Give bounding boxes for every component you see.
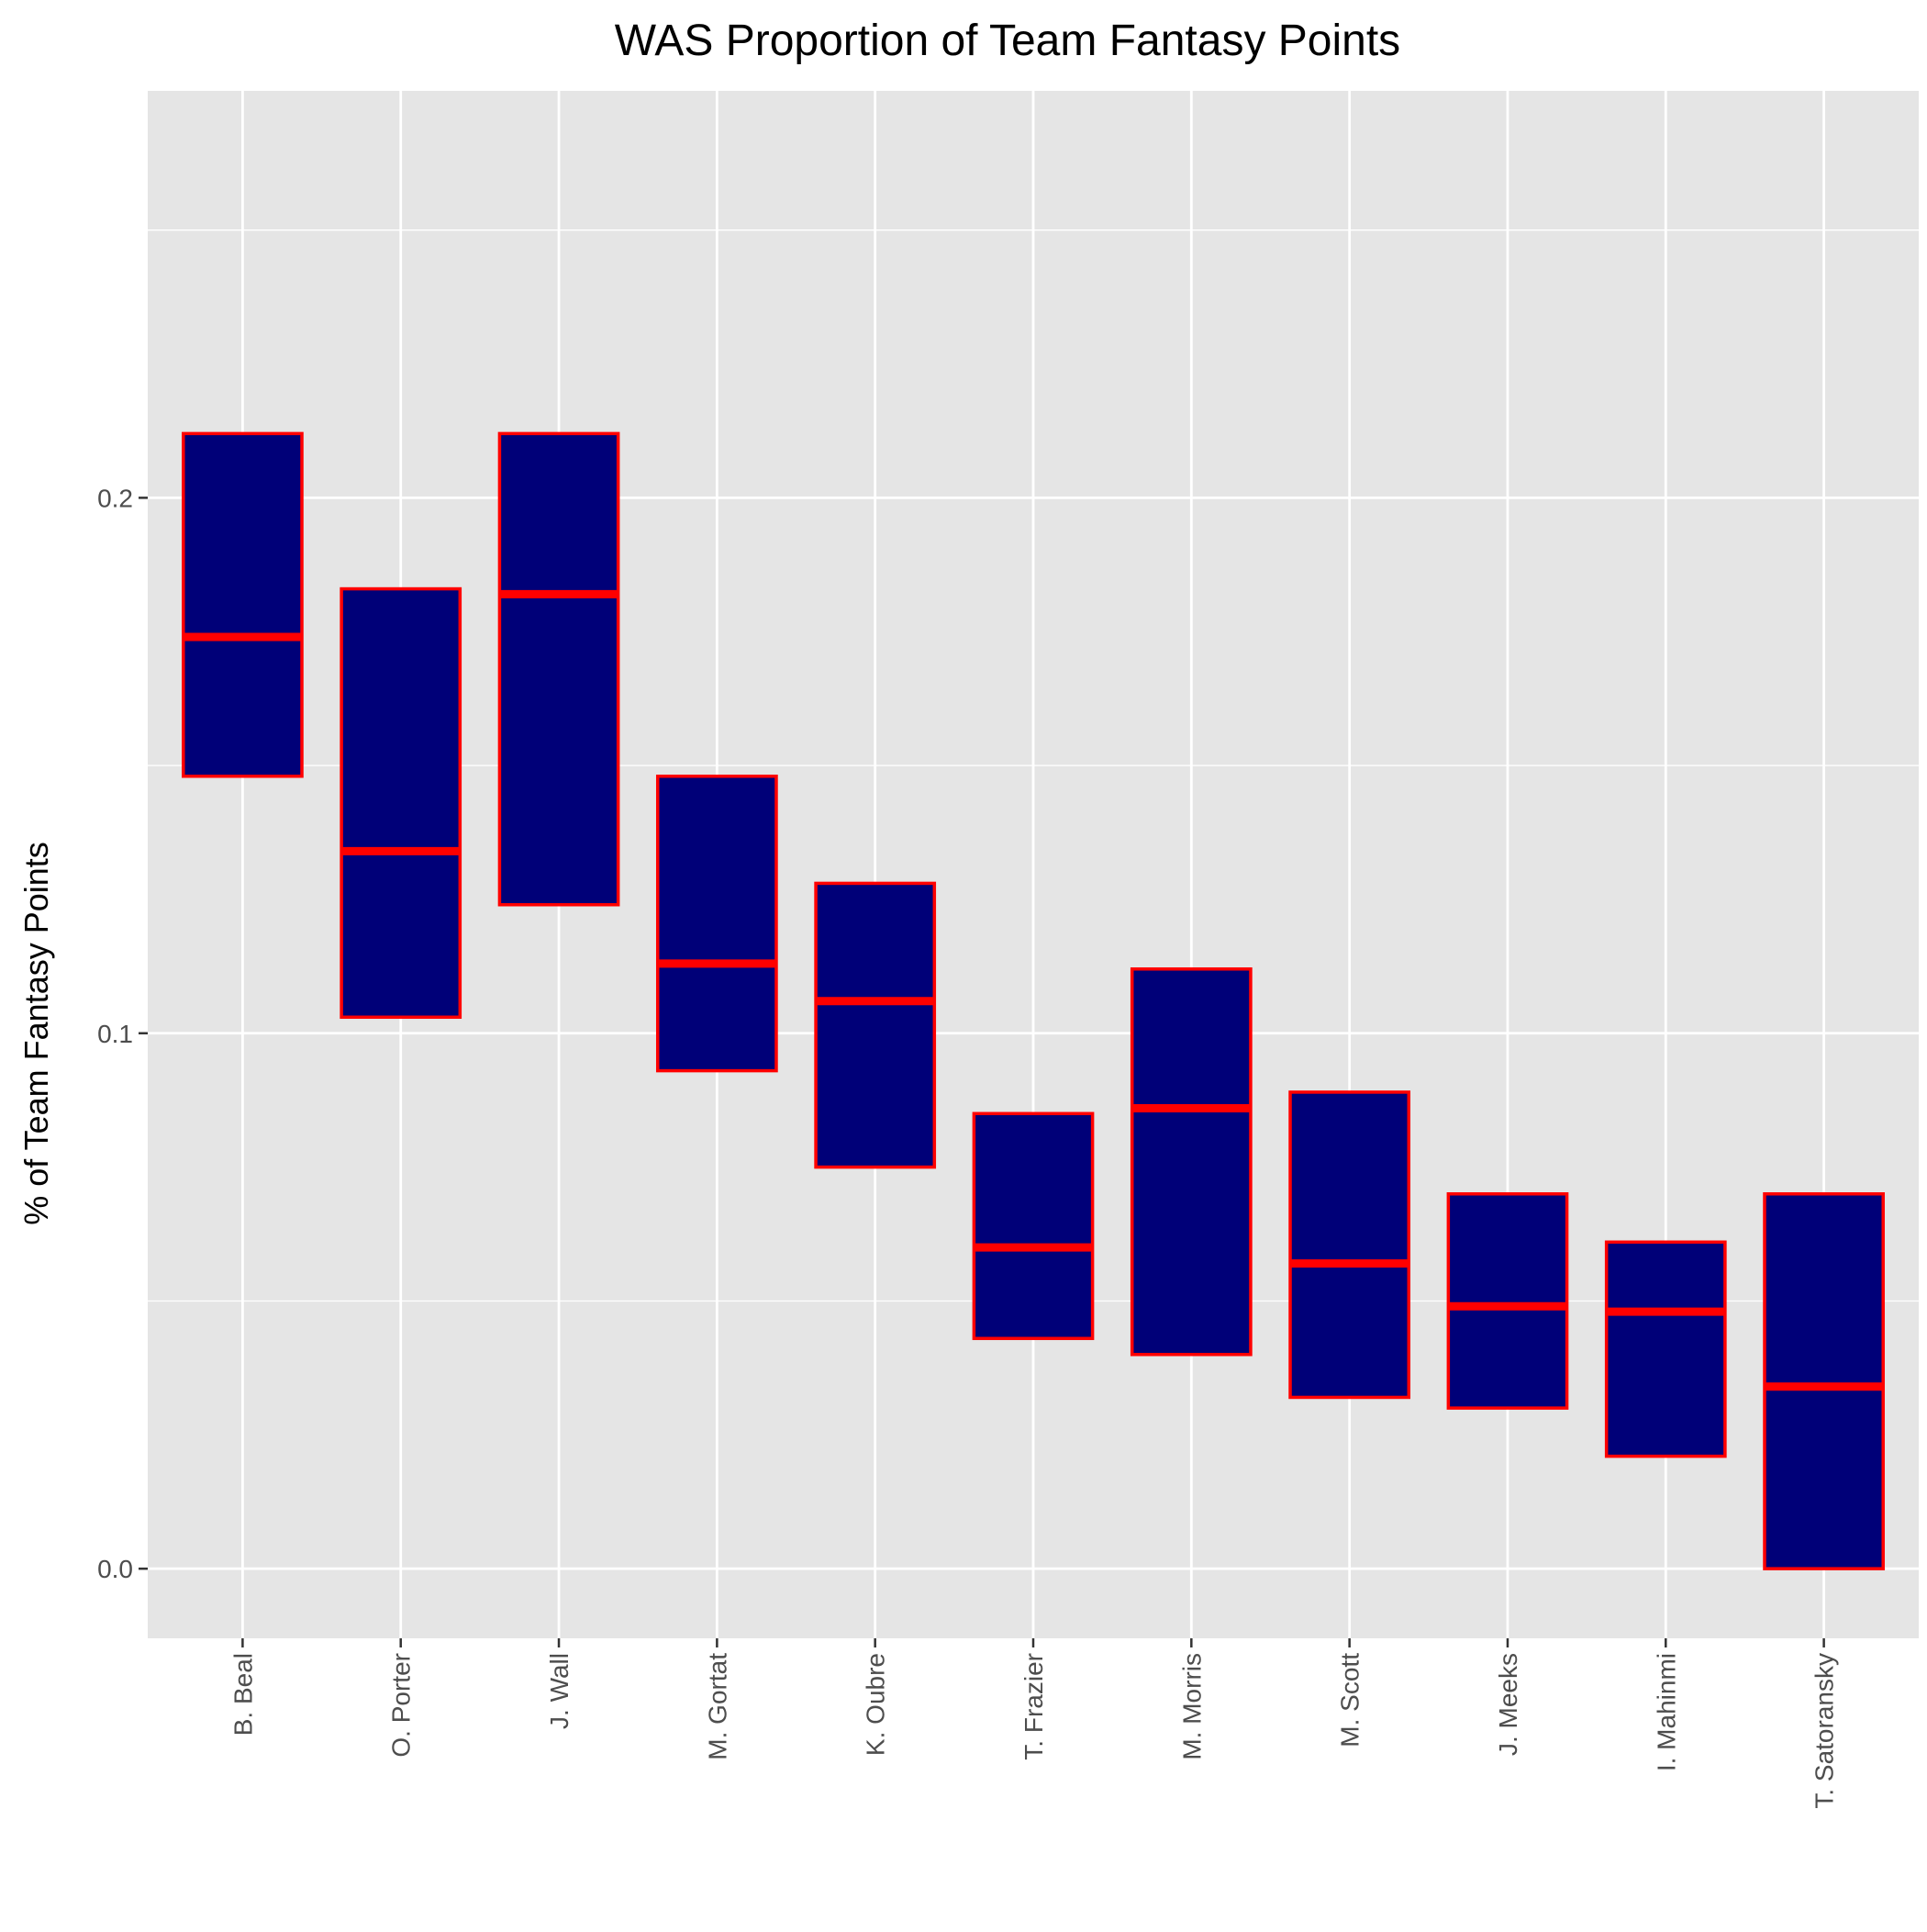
box-k-oubre xyxy=(814,881,937,1169)
box-t-frazier xyxy=(972,1111,1095,1341)
x-tick-label: M. Gortat xyxy=(703,1653,731,1760)
box-j-meeks xyxy=(1446,1192,1569,1410)
x-tick-label: J. Wall xyxy=(545,1653,574,1729)
boxes xyxy=(182,431,1885,1570)
box-t-satoransky xyxy=(1763,1192,1885,1570)
x-tick-label: T. Satoransky xyxy=(1810,1653,1839,1809)
y-axis-label: % of Team Fantasy Points xyxy=(17,842,55,1225)
y-tick-label: 0.1 xyxy=(97,1020,133,1048)
box-i-mahinmi xyxy=(1604,1240,1727,1458)
box-m-scott xyxy=(1288,1090,1411,1400)
y-tick-label: 0.2 xyxy=(97,484,133,512)
x-tick-label: B. Beal xyxy=(228,1653,257,1736)
box-j-wall xyxy=(497,431,620,907)
axes: 0.0 0.1 0.2 B. Beal O. Porter J. Wall M. Gorta… xyxy=(97,484,1839,1808)
box-b-beal xyxy=(182,431,304,778)
x-tick-label: J. Meeks xyxy=(1494,1653,1522,1756)
box-o-porter xyxy=(340,586,462,1020)
y-tick-label: 0.0 xyxy=(97,1555,133,1583)
x-tick-label: M. Morris xyxy=(1177,1653,1206,1760)
x-tick-label: I. Mahinmi xyxy=(1652,1653,1680,1771)
box-m-gortat xyxy=(655,774,778,1073)
x-tick-label: O. Porter xyxy=(387,1653,416,1758)
chart-title: WAS Proportion of Team Fantasy Points xyxy=(615,17,1400,65)
box-m-morris xyxy=(1130,967,1253,1357)
x-tick-label: K. Oubre xyxy=(862,1653,890,1756)
x-tick-label: T. Frazier xyxy=(1019,1653,1048,1760)
x-tick-label: M. Scott xyxy=(1336,1653,1364,1748)
